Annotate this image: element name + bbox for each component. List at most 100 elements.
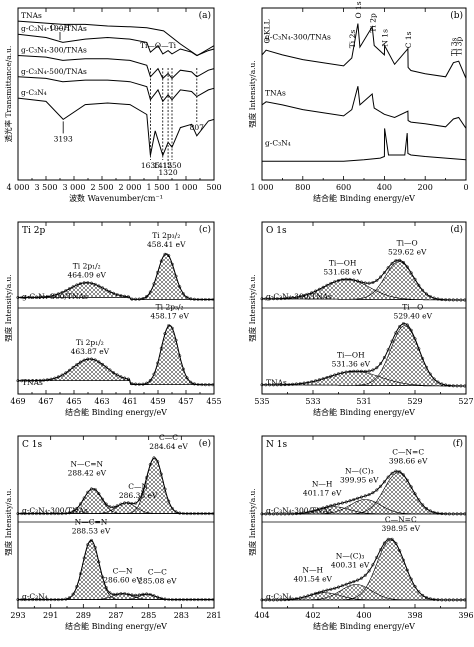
- data-point-f-1: [344, 582, 348, 586]
- data-point-f-1: [291, 597, 295, 601]
- data-point-e-1: [16, 598, 20, 602]
- data-point-e-0: [86, 490, 90, 494]
- peak-value-c-0: 464.09 eV: [67, 271, 106, 280]
- data-point-d-1: [428, 372, 432, 376]
- data-point-f-0: [375, 488, 379, 492]
- data-point-c-0: [89, 281, 94, 285]
- x-tick-label-d: 531: [356, 397, 371, 406]
- data-point-c-1: [170, 326, 174, 330]
- data-point-f-1: [394, 541, 398, 545]
- data-point-d-0: [291, 296, 295, 300]
- data-point-c-0: [45, 294, 49, 299]
- element-label-f: N 1s: [266, 440, 287, 450]
- data-point-d-0: [417, 283, 421, 287]
- data-point-d-0: [455, 298, 459, 302]
- data-point-c-0: [152, 282, 156, 286]
- data-point-e-0: [16, 512, 20, 516]
- envelope-f-1: [262, 538, 466, 601]
- data-point-f-0: [302, 511, 306, 515]
- data-point-d-0: [421, 288, 425, 292]
- annotation-b-5: C 1s: [404, 31, 413, 48]
- data-point-e-1: [192, 598, 196, 602]
- annotation-b-7: Ti 3p: [455, 36, 464, 56]
- data-point-e-1: [174, 598, 178, 602]
- data-point-d-1: [268, 383, 272, 387]
- series-label-d-0: g-C₃N₄-300/TNAs: [266, 292, 332, 301]
- data-point-e-1: [196, 598, 200, 602]
- annotation-a-2: 3193: [54, 134, 73, 143]
- peak-name-f-2: C—N=C: [392, 448, 424, 457]
- x-tick-label-a: 3 000: [63, 183, 86, 192]
- data-point-e-0: [71, 509, 75, 513]
- data-point-e-0: [156, 460, 160, 464]
- data-point-f-1: [363, 573, 367, 577]
- data-point-d-1: [390, 339, 394, 343]
- data-point-f-0: [451, 512, 455, 516]
- peak-name-d-1: Ti—O: [397, 239, 418, 248]
- data-point-f-0: [348, 499, 352, 503]
- data-point-c-0: [38, 295, 42, 299]
- data-point-c-1: [134, 382, 138, 386]
- series-line-b-1: [261, 86, 467, 129]
- x-tick-label-e: 291: [43, 611, 58, 620]
- data-point-c-1: [200, 383, 204, 387]
- data-point-e-1: [31, 598, 35, 602]
- y-axis-label-f: 强度 Intensity/a.u.: [247, 488, 257, 556]
- peak-value-d-2: 531.36 eV: [332, 359, 371, 368]
- data-point-f-1: [287, 597, 291, 602]
- data-point-c-0: [174, 274, 178, 278]
- data-point-d-1: [405, 323, 409, 327]
- data-point-d-1: [352, 369, 356, 373]
- data-point-f-0: [398, 470, 402, 474]
- plot-frame-a: [17, 7, 215, 181]
- data-point-f-1: [455, 598, 459, 602]
- data-point-d-0: [405, 265, 409, 269]
- x-tick-label-a: 1 000: [175, 183, 198, 192]
- data-point-c-0: [203, 297, 207, 302]
- data-point-d-1: [459, 384, 463, 388]
- data-point-d-1: [440, 382, 444, 386]
- data-point-f-1: [409, 577, 413, 581]
- x-tick-label-a: 3 500: [35, 183, 58, 192]
- data-point-e-1: [71, 592, 75, 596]
- peak-name-e-0: N—C=N: [70, 460, 103, 469]
- data-point-e-1: [93, 545, 97, 550]
- data-point-c-0: [67, 287, 72, 291]
- x-tick-label-e: 293: [10, 611, 25, 620]
- x-tick-label-b: 600: [336, 183, 351, 192]
- panel-label-b: (b): [450, 10, 463, 21]
- data-point-f-1: [379, 548, 383, 552]
- data-point-e-0: [75, 506, 79, 511]
- data-point-c-0: [207, 297, 211, 302]
- data-point-f-0: [344, 500, 348, 504]
- data-point-e-1: [42, 598, 46, 602]
- peak-value-c-3: 458.17 eV: [150, 311, 189, 320]
- data-point-d-0: [321, 285, 325, 289]
- x-axis-label-c: 结合能 Binding energy/eV: [65, 407, 167, 417]
- data-point-c-0: [189, 297, 193, 301]
- data-point-d-1: [314, 379, 318, 383]
- component-peak-c-1-1: [18, 324, 214, 385]
- data-point-c-1: [49, 377, 53, 381]
- data-point-c-0: [64, 289, 68, 293]
- data-point-f-1: [447, 598, 451, 602]
- annotation-b-2: O 1s: [354, 1, 363, 18]
- data-point-e-1: [75, 585, 79, 589]
- data-point-d-0: [310, 291, 314, 295]
- data-point-e-1: [67, 596, 71, 600]
- data-point-c-1: [185, 376, 189, 380]
- data-point-f-0: [340, 501, 344, 505]
- data-point-e-1: [189, 598, 193, 602]
- data-point-e-0: [123, 501, 127, 505]
- series-label-a-3: g-C₃N₄-500/TNAs: [21, 67, 87, 76]
- data-point-e-0: [185, 512, 189, 516]
- peak-name-d-2: Ti—OH: [337, 350, 365, 359]
- data-point-c-0: [181, 292, 185, 296]
- panel-e: 293 291 289 287 285 283 281 结合能 Binding energy/…: [3, 433, 222, 631]
- data-point-d-0: [271, 297, 276, 301]
- data-point-c-1: [148, 378, 152, 382]
- x-tick-label-c: 469: [10, 397, 25, 406]
- series-label-e-1: g-C₃N₄: [22, 592, 48, 601]
- component-peak-c-0-1: [18, 253, 214, 300]
- data-point-d-1: [371, 368, 375, 372]
